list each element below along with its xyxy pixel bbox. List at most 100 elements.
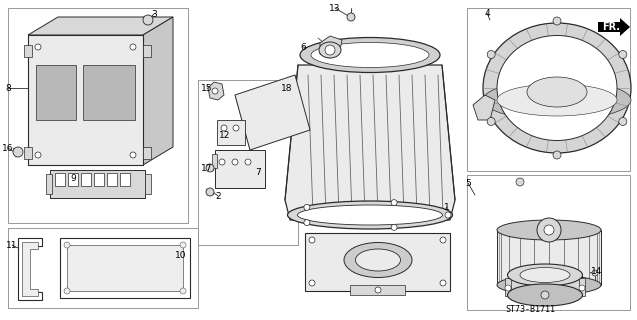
Polygon shape (320, 36, 342, 58)
Bar (28, 35, 143, 165)
Text: 14: 14 (591, 267, 603, 276)
Text: 6: 6 (300, 43, 306, 52)
Bar (8, 8, 188, 223)
Text: ST73-B1711: ST73-B1711 (505, 306, 555, 315)
Bar (83, 65, 135, 120)
Polygon shape (143, 17, 173, 165)
Bar (497, 230, 601, 285)
Circle shape (232, 159, 238, 165)
Text: 16: 16 (3, 143, 14, 153)
Circle shape (537, 218, 561, 242)
Bar (24, 45, 32, 57)
Circle shape (505, 285, 511, 291)
Bar (467, 175, 630, 310)
Circle shape (35, 44, 41, 50)
Bar (217, 120, 245, 145)
Circle shape (325, 45, 335, 55)
Bar (94, 173, 104, 186)
Bar (198, 80, 298, 245)
Bar (8, 228, 198, 308)
Circle shape (143, 15, 153, 25)
Polygon shape (28, 17, 173, 35)
Circle shape (391, 224, 397, 230)
Circle shape (440, 280, 446, 286)
Polygon shape (598, 18, 630, 36)
Bar (46, 174, 52, 194)
Bar (68, 173, 78, 186)
Bar (350, 285, 405, 295)
Ellipse shape (300, 37, 440, 73)
Circle shape (206, 188, 214, 196)
Text: 12: 12 (219, 131, 231, 140)
Polygon shape (473, 95, 495, 120)
Circle shape (487, 117, 495, 125)
Circle shape (64, 242, 70, 248)
Circle shape (180, 242, 186, 248)
Circle shape (619, 51, 627, 59)
Ellipse shape (297, 205, 443, 225)
Circle shape (245, 159, 251, 165)
Bar (120, 173, 130, 186)
Text: 8: 8 (5, 84, 11, 92)
Ellipse shape (311, 43, 429, 68)
Ellipse shape (287, 201, 452, 229)
Circle shape (579, 285, 585, 291)
Text: 11: 11 (6, 241, 18, 250)
Circle shape (553, 151, 561, 159)
Ellipse shape (508, 264, 582, 286)
Circle shape (219, 159, 225, 165)
Polygon shape (18, 238, 42, 300)
Bar (505, 278, 511, 296)
Text: 4: 4 (484, 9, 490, 18)
Circle shape (180, 288, 186, 294)
Text: 5: 5 (465, 179, 471, 188)
Text: 15: 15 (201, 84, 213, 92)
Bar (24, 147, 32, 159)
Polygon shape (285, 65, 455, 220)
Circle shape (553, 17, 561, 25)
Circle shape (130, 152, 136, 158)
Text: FR.: FR. (602, 22, 620, 32)
Ellipse shape (527, 77, 587, 107)
Text: 2: 2 (215, 191, 221, 201)
Circle shape (35, 152, 41, 158)
Bar (215, 150, 265, 188)
Text: 13: 13 (329, 4, 341, 12)
Circle shape (221, 125, 227, 131)
Bar (508, 275, 582, 295)
Circle shape (375, 287, 381, 293)
Circle shape (391, 200, 397, 206)
Ellipse shape (497, 220, 601, 240)
Bar (579, 278, 585, 296)
Circle shape (541, 291, 549, 299)
Ellipse shape (508, 284, 582, 306)
Text: 3: 3 (151, 10, 157, 19)
Circle shape (233, 125, 239, 131)
Bar (60, 238, 190, 298)
Circle shape (516, 178, 524, 186)
Bar (305, 233, 450, 291)
Circle shape (619, 117, 627, 125)
Text: 9: 9 (70, 173, 76, 182)
Circle shape (592, 270, 598, 276)
Circle shape (440, 237, 446, 243)
Bar (81, 173, 91, 186)
Text: 17: 17 (201, 164, 213, 172)
Bar (143, 45, 151, 57)
Polygon shape (208, 82, 224, 100)
Bar (107, 173, 117, 186)
Polygon shape (235, 75, 310, 150)
Bar (36, 65, 76, 120)
Bar (143, 147, 151, 159)
Text: 1: 1 (444, 203, 450, 212)
Bar (55, 173, 65, 186)
Circle shape (304, 220, 310, 226)
Circle shape (304, 204, 310, 210)
Circle shape (487, 51, 495, 59)
Bar (50, 170, 145, 198)
Text: 10: 10 (175, 252, 187, 260)
Circle shape (13, 147, 23, 157)
Ellipse shape (319, 42, 341, 58)
Ellipse shape (344, 243, 412, 277)
Circle shape (130, 44, 136, 50)
